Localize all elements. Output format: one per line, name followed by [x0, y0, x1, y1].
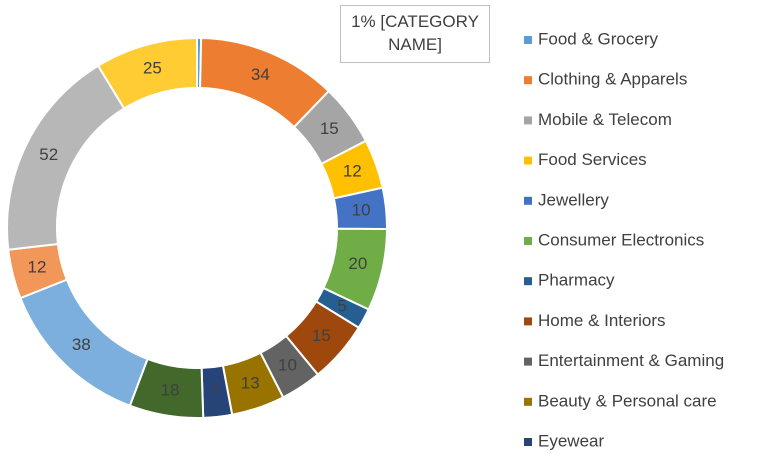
- legend-swatch: [524, 36, 532, 44]
- data-label: 5: [337, 296, 346, 315]
- legend-label: Food Services: [538, 150, 647, 169]
- data-label: 7: [210, 381, 219, 400]
- donut-slice: [96, 36, 198, 110]
- legend-label: Beauty & Personal care: [538, 391, 717, 410]
- legend-swatch: [524, 76, 532, 85]
- legend-label: Jewellery: [538, 190, 609, 209]
- legend-label: Clothing & Apparels: [538, 70, 687, 89]
- legend-label: Entertainment & Gaming: [538, 351, 724, 370]
- data-label: 25: [143, 59, 162, 78]
- data-label: 38: [72, 335, 91, 354]
- legend-label: Consumer Electronics: [538, 230, 704, 249]
- data-label: 12: [343, 162, 362, 181]
- data-label: 20: [348, 254, 367, 273]
- donut-slice: [6, 64, 126, 251]
- legend-label: Mobile & Telecom: [538, 110, 672, 129]
- legend-swatch: [524, 438, 532, 446]
- legend-swatch: [524, 116, 532, 125]
- legend-swatch: [524, 277, 532, 286]
- callout-label: 1% [CATEGORY NAME]: [340, 5, 490, 63]
- data-label: 10: [278, 355, 297, 374]
- data-label: 12: [28, 258, 47, 277]
- legend-label: Food & Grocery: [538, 29, 658, 48]
- legend-label: Eyewear: [538, 431, 604, 450]
- data-label: 52: [39, 145, 58, 164]
- legend-label: Home & Interiors: [538, 311, 666, 330]
- data-label: 13: [241, 374, 260, 393]
- legend-swatch: [524, 397, 532, 406]
- legend-label: Pharmacy: [538, 271, 615, 290]
- data-label: 15: [312, 326, 331, 345]
- data-label: 15: [320, 119, 339, 138]
- legend-swatch: [524, 196, 532, 205]
- data-label: 18: [161, 380, 180, 399]
- data-label: 34: [251, 65, 270, 84]
- legend-swatch: [524, 317, 532, 326]
- legend-swatch: [524, 357, 532, 366]
- legend-swatch: [524, 156, 532, 165]
- data-label: 10: [352, 200, 371, 219]
- legend-swatch: [524, 237, 532, 245]
